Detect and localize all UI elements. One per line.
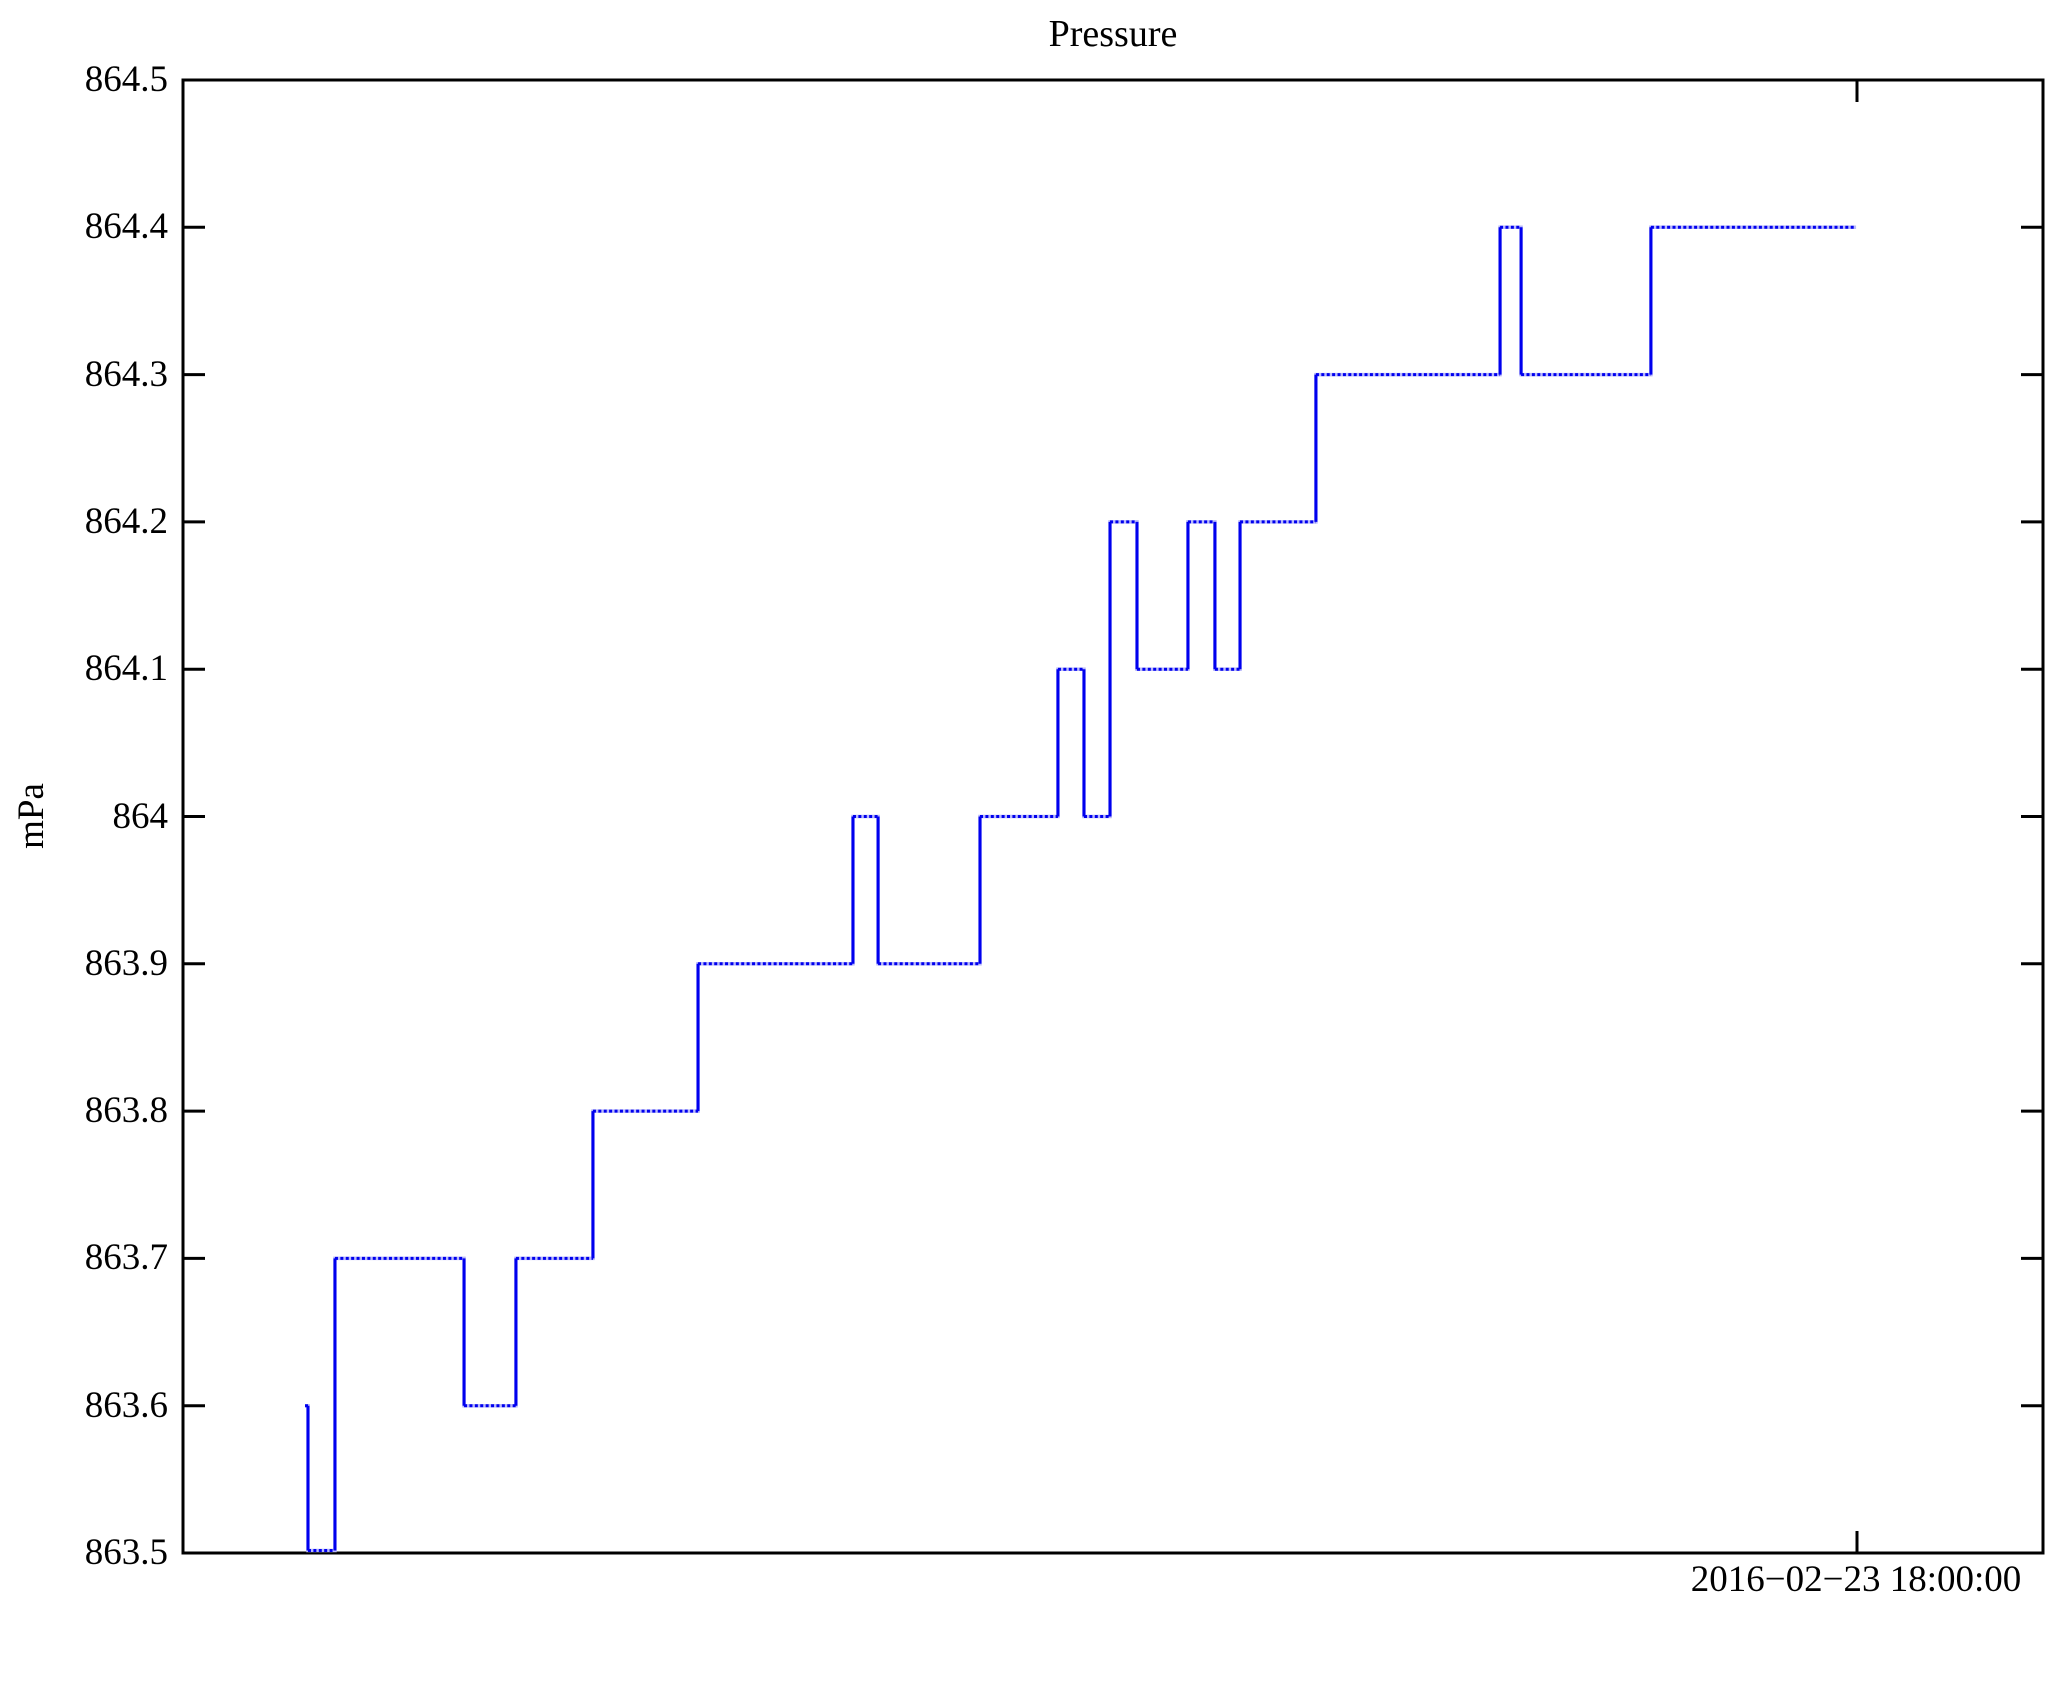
- y-tick-label: 864.5: [84, 59, 168, 100]
- x-tick-label: 2016−02−23 18:00:00: [1690, 1559, 2022, 1600]
- y-tick-label: 863.9: [84, 942, 168, 984]
- y-tick-label: 863.8: [84, 1090, 168, 1132]
- y-tick-label: 864: [112, 795, 169, 837]
- y-tick-label: 864.4: [84, 206, 168, 248]
- y-tick-label: 864.3: [84, 353, 168, 395]
- y-tick-label: 863.5: [84, 1532, 168, 1573]
- pressure-line-halo: [305, 225, 1857, 1553]
- y-tick-marks: [183, 78, 2043, 1555]
- pressure-line-horizontal-runs: [305, 225, 1857, 1552]
- y-tick-label: 864.2: [84, 500, 168, 542]
- y-tick-label: 863.7: [84, 1237, 168, 1279]
- pressure-line-vertical-steps: [306, 227, 1653, 1551]
- axes-box: [181, 78, 2045, 1555]
- chart-title: Pressure: [1048, 13, 1178, 55]
- y-tick-label: 864.1: [84, 648, 168, 690]
- y-tick-label: 863.6: [84, 1384, 168, 1426]
